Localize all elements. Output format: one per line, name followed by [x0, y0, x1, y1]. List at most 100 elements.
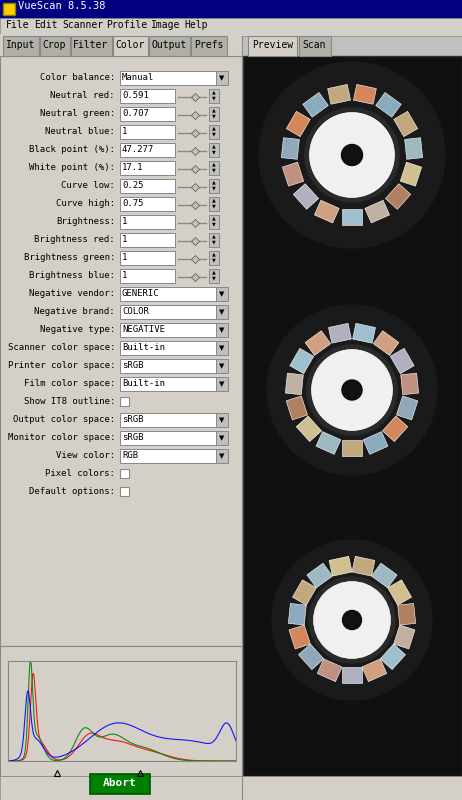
- Text: ▼: ▼: [212, 186, 216, 190]
- Text: ▲: ▲: [212, 270, 216, 274]
- Text: Scanner color space:: Scanner color space:: [7, 343, 115, 352]
- Text: 0.707: 0.707: [122, 109, 149, 118]
- Bar: [243, 56, 462, 776]
- Text: Color balance:: Color balance:: [40, 73, 115, 82]
- Bar: [216, 305, 228, 319]
- Bar: [293, 184, 319, 210]
- Bar: [363, 432, 388, 454]
- Text: Color: Color: [116, 40, 145, 50]
- Text: Built-in: Built-in: [122, 379, 165, 388]
- Bar: [216, 341, 228, 355]
- Circle shape: [305, 108, 399, 202]
- Bar: [0, 776, 462, 800]
- Text: Built-in: Built-in: [122, 343, 165, 352]
- Bar: [120, 377, 228, 391]
- Bar: [209, 125, 219, 139]
- Bar: [292, 580, 316, 605]
- Bar: [209, 107, 219, 121]
- Text: ▲: ▲: [212, 107, 216, 113]
- Text: Pixel colors:: Pixel colors:: [45, 469, 115, 478]
- Circle shape: [312, 350, 392, 430]
- Circle shape: [307, 345, 397, 435]
- Bar: [120, 359, 228, 373]
- Text: Film color space:: Film color space:: [24, 379, 115, 388]
- Bar: [373, 330, 399, 355]
- Text: ▲: ▲: [212, 198, 216, 202]
- Text: 0.591: 0.591: [122, 91, 149, 100]
- Bar: [209, 233, 219, 247]
- Text: 1: 1: [122, 235, 128, 244]
- Bar: [120, 469, 129, 478]
- Text: ▼: ▼: [219, 381, 225, 387]
- Text: Help: Help: [184, 20, 208, 30]
- Text: Abort: Abort: [103, 778, 137, 788]
- Bar: [209, 269, 219, 283]
- Bar: [352, 556, 375, 576]
- Text: Edit: Edit: [34, 20, 57, 30]
- Text: ▲: ▲: [212, 143, 216, 149]
- Text: RGB: RGB: [122, 451, 138, 460]
- Text: Output: Output: [152, 40, 187, 50]
- Bar: [315, 200, 339, 223]
- Text: Monitor color space:: Monitor color space:: [7, 433, 115, 442]
- Text: Scanner: Scanner: [62, 20, 103, 30]
- Circle shape: [310, 113, 394, 197]
- Text: 1: 1: [122, 217, 128, 226]
- Bar: [120, 413, 228, 427]
- Text: ▼: ▼: [212, 222, 216, 226]
- Text: Brightness red:: Brightness red:: [34, 235, 115, 244]
- Circle shape: [343, 381, 361, 399]
- Bar: [281, 138, 299, 159]
- Text: Curve high:: Curve high:: [56, 199, 115, 208]
- Bar: [120, 487, 129, 496]
- Circle shape: [272, 540, 432, 700]
- Text: 47.277: 47.277: [122, 145, 154, 154]
- Text: 1: 1: [122, 127, 128, 136]
- Bar: [209, 143, 219, 157]
- Bar: [0, 0, 462, 18]
- Bar: [120, 197, 175, 211]
- Circle shape: [342, 610, 361, 630]
- Bar: [209, 197, 219, 211]
- Bar: [288, 603, 306, 625]
- Text: 1: 1: [122, 253, 128, 262]
- Text: ▼: ▼: [219, 453, 225, 459]
- Bar: [120, 215, 175, 229]
- Bar: [317, 659, 342, 682]
- Text: ▲: ▲: [212, 234, 216, 238]
- Text: Negative brand:: Negative brand:: [34, 307, 115, 316]
- Bar: [120, 449, 228, 463]
- Bar: [401, 373, 419, 394]
- Bar: [365, 200, 389, 223]
- Text: Manual: Manual: [122, 73, 154, 82]
- Text: Default options:: Default options:: [29, 487, 115, 496]
- Text: Profile: Profile: [107, 20, 148, 30]
- Bar: [405, 138, 423, 159]
- Text: 0.25: 0.25: [122, 181, 144, 190]
- Text: 17.1: 17.1: [122, 163, 144, 172]
- Bar: [396, 396, 418, 420]
- Bar: [298, 644, 324, 670]
- Bar: [120, 125, 175, 139]
- Bar: [191, 36, 226, 56]
- Text: White point (%):: White point (%):: [29, 163, 115, 172]
- Bar: [0, 56, 242, 646]
- Bar: [248, 36, 297, 56]
- Bar: [342, 667, 362, 683]
- Text: 1: 1: [122, 271, 128, 280]
- Text: Negative type:: Negative type:: [40, 325, 115, 334]
- Text: Negative vendor:: Negative vendor:: [29, 289, 115, 298]
- Text: Brightness blue:: Brightness blue:: [29, 271, 115, 280]
- Bar: [3, 3, 15, 15]
- Bar: [371, 563, 397, 588]
- Text: ▲: ▲: [212, 126, 216, 130]
- Bar: [120, 341, 228, 355]
- Circle shape: [312, 350, 392, 430]
- Text: Neutral green:: Neutral green:: [40, 109, 115, 118]
- Bar: [296, 416, 322, 442]
- Bar: [305, 330, 331, 355]
- Bar: [398, 603, 416, 625]
- Text: ▼: ▼: [212, 258, 216, 262]
- Text: Neutral red:: Neutral red:: [50, 91, 115, 100]
- Bar: [120, 397, 129, 406]
